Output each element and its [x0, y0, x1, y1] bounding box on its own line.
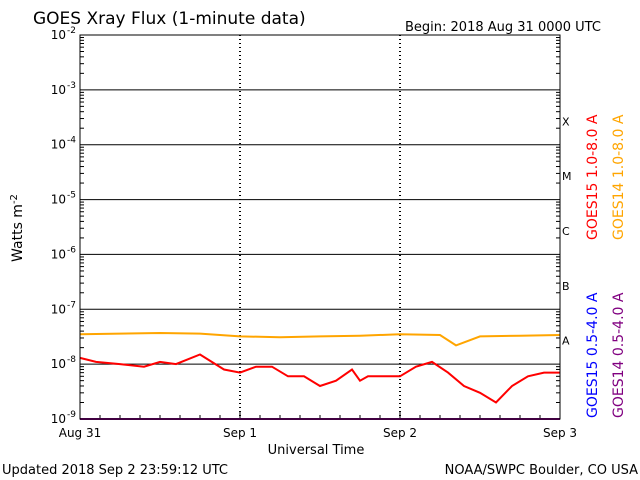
y-tick-label: 10	[51, 138, 66, 152]
y-tick-label: 10	[51, 412, 66, 426]
flare-class-label: M	[562, 170, 572, 183]
y-axis-label: Watts m-2	[9, 194, 27, 262]
legend-entry: GOES14 1.0-8.0 A	[611, 114, 627, 240]
y-tick-label: 10	[51, 28, 66, 42]
y-tick-exponent: -9	[67, 410, 76, 420]
y-tick-exponent: -5	[67, 191, 76, 201]
y-tick-label: 10	[51, 83, 66, 97]
y-tick-exponent: -8	[67, 355, 76, 365]
y-tick-exponent: -2	[67, 26, 76, 36]
y-tick-exponent: -3	[67, 81, 76, 91]
x-tick-label: Aug 31	[59, 426, 102, 440]
legend-entry: GOES14 0.5-4.0 A	[611, 292, 627, 418]
legend: GOES15 1.0-8.0 A GOES14 1.0-8.0 A GOES15 0…	[585, 114, 627, 418]
y-axis-label-main: Watts m	[10, 204, 26, 262]
x-tick-labels: Aug 31 Sep 1 Sep 2 Sep 3	[59, 426, 577, 440]
x-axis-label: Universal Time	[268, 443, 365, 458]
y-tick-label: 10	[51, 247, 66, 261]
flare-class-label: X	[562, 115, 570, 128]
legend-entry: GOES15 1.0-8.0 A	[585, 114, 601, 240]
y-tick-exponent: -4	[67, 136, 76, 146]
y-tick-label: 10	[51, 193, 66, 207]
flare-class-label: B	[562, 280, 570, 293]
flare-class-label: C	[562, 225, 570, 238]
y-axis-label-sup: -2	[9, 194, 20, 204]
y-tick-exponent: -6	[67, 245, 76, 255]
y-tick-label: 10	[51, 302, 66, 316]
grid-layer	[79, 35, 561, 419]
updated-label: Updated 2018 Sep 2 23:59:12 UTC	[2, 463, 228, 478]
flare-class-label: A	[562, 335, 570, 348]
x-tick-label: Sep 1	[223, 426, 257, 440]
y-tick-exponent: -7	[67, 300, 76, 310]
y-tick-label: 10	[51, 357, 66, 371]
credit-label: NOAA/SWPC Boulder, CO USA	[445, 463, 638, 478]
flare-class-labels: A B C M X	[562, 115, 572, 347]
x-tick-label: Sep 2	[383, 426, 417, 440]
begin-label: Begin: 2018 Aug 31 0000 UTC	[405, 20, 601, 35]
x-tick-label: Sep 3	[543, 426, 577, 440]
series-layer	[79, 331, 561, 420]
series-line	[79, 331, 561, 347]
chart-title: GOES Xray Flux (1-minute data)	[33, 9, 306, 29]
y-tick-labels: 10-910-810-710-610-510-410-310-2	[51, 26, 77, 426]
series-line	[79, 353, 560, 404]
legend-entry: GOES15 0.5-4.0 A	[585, 292, 601, 418]
plot-frame	[79, 34, 561, 420]
